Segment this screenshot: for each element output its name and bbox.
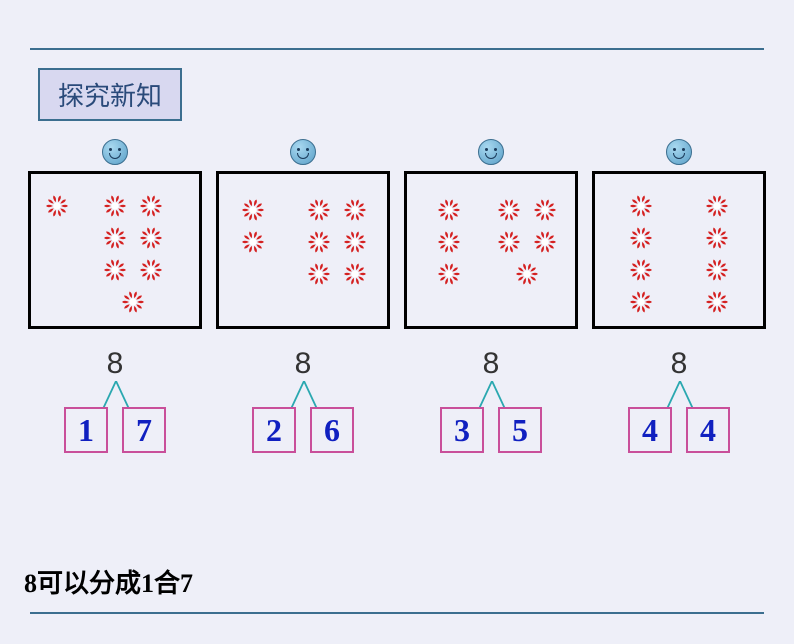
bond-part-left: 2 — [252, 407, 296, 453]
bond-whole: 8 — [107, 347, 124, 381]
flower-icon — [103, 226, 127, 250]
number-bond: 8 3 5 — [421, 347, 561, 453]
bond-lines — [441, 381, 541, 407]
bond-lines — [65, 381, 165, 407]
flower-icon — [307, 262, 331, 286]
flower-icon — [241, 198, 265, 222]
flower-icon — [497, 230, 521, 254]
flower-box — [404, 171, 578, 329]
flower-icon — [139, 258, 163, 282]
panels-row: 8 1 7 8 2 6 8 3 5 8 4 4 — [0, 139, 794, 453]
flower-box — [28, 171, 202, 329]
bottom-rule — [30, 612, 764, 614]
number-bond: 8 4 4 — [609, 347, 749, 453]
flower-icon — [139, 194, 163, 218]
bond-whole: 8 — [295, 347, 312, 381]
bond-part-left: 4 — [628, 407, 672, 453]
top-rule — [30, 48, 764, 50]
flower-icon — [103, 258, 127, 282]
flower-icon — [241, 230, 265, 254]
flower-icon — [705, 226, 729, 250]
flower-icon — [139, 226, 163, 250]
flower-icon — [307, 198, 331, 222]
flower-icon — [629, 194, 653, 218]
flower-icon — [705, 290, 729, 314]
flower-icon — [533, 230, 557, 254]
bond-part-right: 6 — [310, 407, 354, 453]
bond-part-right: 7 — [122, 407, 166, 453]
number-bond: 8 2 6 — [233, 347, 373, 453]
panel-4: 8 4 4 — [594, 139, 764, 453]
bond-part-right: 4 — [686, 407, 730, 453]
bond-part-left: 1 — [64, 407, 108, 453]
flower-icon — [343, 262, 367, 286]
flower-icon — [307, 230, 331, 254]
bond-part-left: 3 — [440, 407, 484, 453]
flower-icon — [437, 198, 461, 222]
flower-icon — [705, 194, 729, 218]
flower-icon — [343, 198, 367, 222]
smiley-icon — [102, 139, 128, 167]
flower-icon — [103, 194, 127, 218]
flower-box — [216, 171, 390, 329]
panel-3: 8 3 5 — [406, 139, 576, 453]
flower-icon — [629, 258, 653, 282]
flower-icon — [497, 198, 521, 222]
flower-icon — [437, 262, 461, 286]
panel-1: 8 1 7 — [30, 139, 200, 453]
caption-text: 8可以分成1合7 — [24, 563, 193, 600]
smiley-icon — [666, 139, 692, 167]
bond-lines — [629, 381, 729, 407]
smiley-icon — [478, 139, 504, 167]
flower-icon — [629, 290, 653, 314]
flower-box — [592, 171, 766, 329]
flower-icon — [343, 230, 367, 254]
panel-2: 8 2 6 — [218, 139, 388, 453]
flower-icon — [705, 258, 729, 282]
number-bond: 8 1 7 — [45, 347, 185, 453]
bond-lines — [253, 381, 353, 407]
smiley-icon — [290, 139, 316, 167]
flower-icon — [437, 230, 461, 254]
flower-icon — [515, 262, 539, 286]
flower-icon — [121, 290, 145, 314]
bond-whole: 8 — [671, 347, 688, 381]
flower-icon — [533, 198, 557, 222]
flower-icon — [45, 194, 69, 218]
flower-icon — [629, 226, 653, 250]
section-title: 探究新知 — [38, 68, 182, 121]
bond-whole: 8 — [483, 347, 500, 381]
bond-part-right: 5 — [498, 407, 542, 453]
